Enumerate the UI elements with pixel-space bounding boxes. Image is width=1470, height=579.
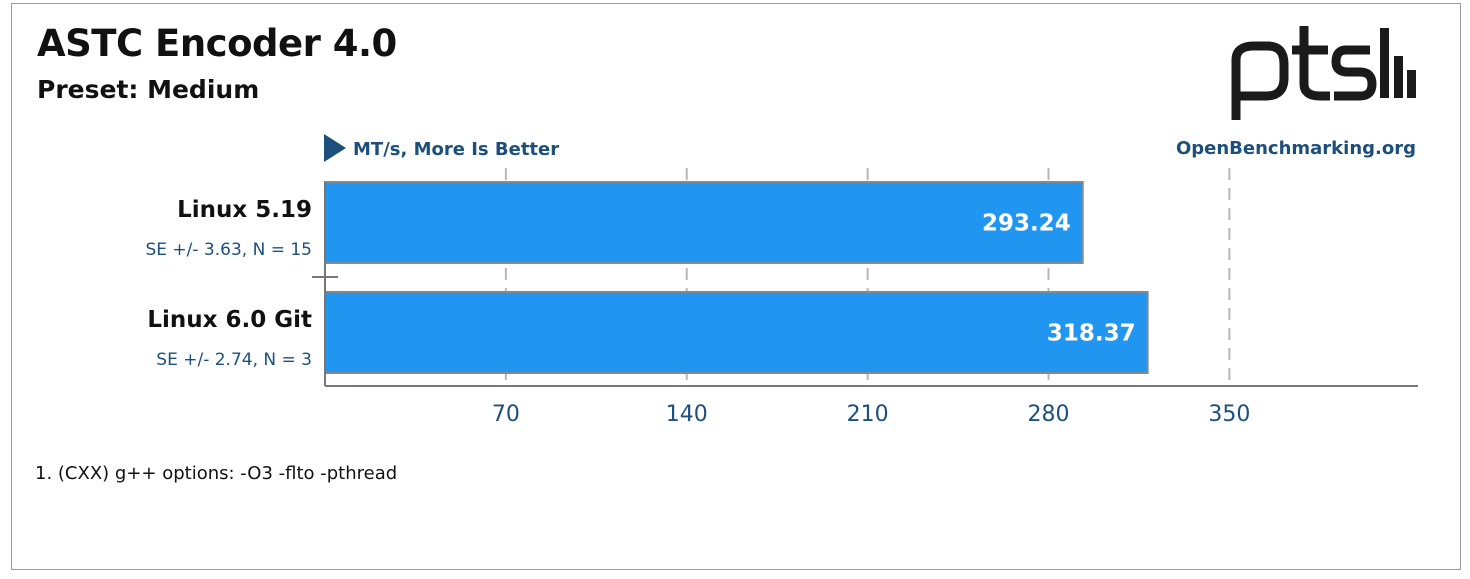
bar <box>324 181 1084 264</box>
chart-frame <box>11 3 1461 570</box>
play-arrow-icon <box>324 134 346 162</box>
unit-label: MT/s, More Is Better <box>353 139 559 160</box>
tick-label: 70 <box>492 402 520 427</box>
error-label: SE +/- 3.63, N = 15 <box>145 240 312 260</box>
data-label: 318.37 <box>1047 321 1136 347</box>
error-label: SE +/- 2.74, N = 3 <box>156 350 312 370</box>
tick-labels: 70 140 210 280 350 <box>492 402 1250 427</box>
category-label: Linux 6.0 Git <box>147 307 312 333</box>
chart-subtitle: Preset: Medium <box>37 75 260 104</box>
category-label: Linux 5.19 <box>177 197 312 223</box>
tick-label: 280 <box>1027 402 1069 427</box>
tick-label: 140 <box>666 402 708 427</box>
bar <box>324 291 1149 374</box>
site-label: OpenBenchmarking.org <box>1175 138 1416 159</box>
pts-logo-icon <box>1231 26 1416 120</box>
footnote: 1. (CXX) g++ options: -O3 -flto -pthread <box>35 463 398 484</box>
axes <box>312 182 1418 387</box>
category-labels: Linux 5.19 SE +/- 3.63, N = 15 Linux 6.0 G… <box>145 197 312 370</box>
bars: 293.24 318.37 <box>324 181 1149 374</box>
tick-label: 210 <box>847 402 889 427</box>
tick-label: 350 <box>1208 402 1250 427</box>
chart-title: ASTC Encoder 4.0 <box>37 22 397 65</box>
unit-indicator: MT/s, More Is Better <box>324 134 559 162</box>
data-label: 293.24 <box>982 211 1071 237</box>
